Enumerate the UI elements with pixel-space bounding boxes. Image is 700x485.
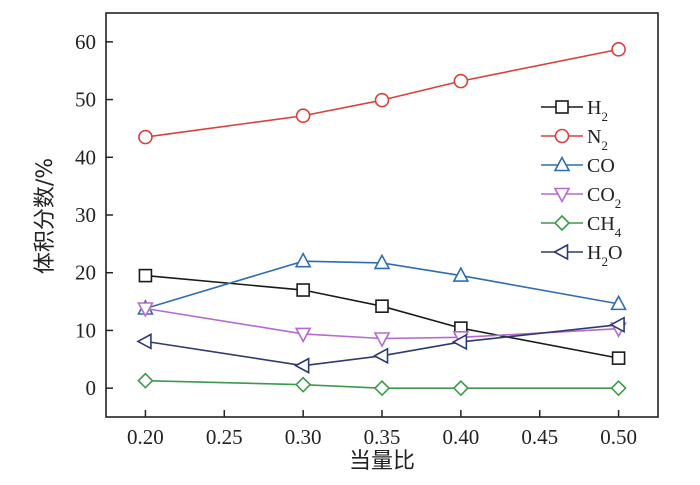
x-tick-label: 0.40 <box>442 425 479 449</box>
data-point <box>611 351 626 365</box>
data-point <box>452 266 470 282</box>
y-tick-label: 40 <box>75 145 96 169</box>
data-point <box>373 253 391 270</box>
x-axis: 0.20 0.25 0.30 0.35 0.40 0.45 0.50 <box>127 410 637 449</box>
data-point <box>611 42 626 57</box>
legend-label-main: H <box>587 97 601 119</box>
series-h2o <box>136 316 625 374</box>
legend-label: CH4 <box>587 213 622 240</box>
data-point <box>610 380 627 397</box>
legend-item-co2: CO2 <box>541 184 621 211</box>
x-axis-title: 当量比 <box>349 449 415 474</box>
data-point <box>296 283 310 297</box>
legend-item-h2: H2 <box>541 97 608 124</box>
legend-label-main: H <box>587 242 601 264</box>
y-axis-title: 体积分数/% <box>33 158 58 274</box>
legend-label: N2 <box>587 126 608 153</box>
legend-item-co: CO <box>541 155 615 177</box>
data-point <box>452 380 469 397</box>
legend-item-h2o: H2O <box>541 242 622 269</box>
data-point <box>373 332 391 348</box>
data-point <box>610 294 627 311</box>
x-tick-label: 0.45 <box>521 425 558 449</box>
legend-marker <box>553 214 571 232</box>
legend-marker <box>555 100 569 114</box>
y-tick-label: 20 <box>75 261 96 285</box>
y-tick-label: 50 <box>75 88 96 112</box>
series-h2 <box>138 268 626 365</box>
legend-label-main: CH <box>587 213 615 235</box>
legend-item-ch4: CH4 <box>541 213 622 240</box>
legend-label-subscript: 2 <box>601 138 608 153</box>
legend-marker <box>552 243 569 261</box>
legend-label-main: CO <box>587 155 615 177</box>
legend-label: H2O <box>587 242 622 269</box>
data-point <box>609 316 625 333</box>
legend-label-subscript: 2 <box>601 109 608 124</box>
legend-item-n2: N2 <box>541 126 608 153</box>
series-ch4 <box>137 372 627 397</box>
data-point <box>451 333 468 351</box>
data-point <box>136 333 152 350</box>
legend-label: CO <box>587 155 615 177</box>
data-point <box>295 376 312 393</box>
data-point <box>293 357 310 374</box>
y-axis: 0 10 20 30 40 50 60 <box>75 30 113 400</box>
legend-label-subscript: 2 <box>615 196 622 211</box>
data-point <box>453 73 469 89</box>
y-tick-label: 10 <box>75 318 96 342</box>
series-n2 <box>138 42 626 145</box>
data-point <box>138 129 153 145</box>
y-tick-label: 0 <box>86 376 97 400</box>
legend-label-subscript: 2 <box>601 254 608 269</box>
legend-label: CO2 <box>587 184 621 211</box>
data-point <box>294 251 312 268</box>
legend-label-main: CO <box>587 184 615 206</box>
data-point <box>137 302 154 318</box>
y-tick-label: 60 <box>75 30 96 54</box>
legend-marker <box>553 155 571 172</box>
data-point <box>375 299 389 313</box>
x-tick-label: 0.25 <box>206 425 243 449</box>
legend-label: H2 <box>587 97 608 124</box>
data-point <box>137 372 154 389</box>
data-point <box>372 347 389 365</box>
x-tick-label: 0.20 <box>127 425 164 449</box>
y-tick-label: 30 <box>75 203 96 227</box>
x-tick-label: 0.35 <box>364 425 401 449</box>
series-layer <box>136 42 627 397</box>
legend-marker <box>553 187 571 204</box>
x-tick-label: 0.30 <box>285 425 322 449</box>
data-point <box>294 327 312 344</box>
data-point <box>138 268 153 283</box>
data-point <box>374 92 390 108</box>
x-tick-label: 0.50 <box>600 425 637 449</box>
legend-label-subscript: 4 <box>615 225 622 240</box>
legend-label-tail: O <box>608 242 622 264</box>
data-point <box>373 380 391 397</box>
legend-marker <box>554 128 570 144</box>
data-point <box>295 108 311 124</box>
legend-label-main: N <box>587 126 601 148</box>
